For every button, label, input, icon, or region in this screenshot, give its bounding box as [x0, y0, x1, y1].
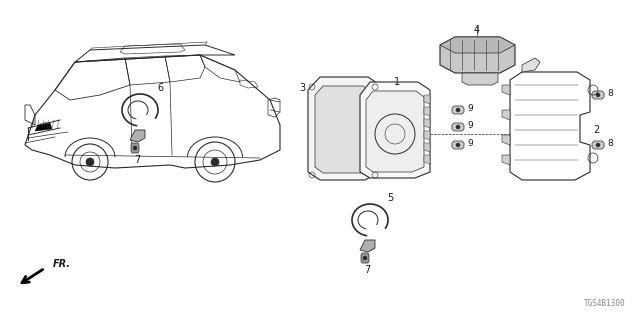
- Polygon shape: [380, 127, 392, 138]
- Text: 6: 6: [157, 83, 163, 93]
- Polygon shape: [380, 107, 392, 118]
- Polygon shape: [366, 91, 424, 172]
- Polygon shape: [424, 95, 430, 104]
- Polygon shape: [35, 123, 52, 131]
- Polygon shape: [502, 155, 510, 165]
- Text: 5: 5: [387, 193, 393, 203]
- Circle shape: [211, 158, 219, 166]
- Circle shape: [363, 256, 367, 260]
- Text: 1: 1: [394, 77, 400, 87]
- Polygon shape: [424, 131, 430, 140]
- Text: 9: 9: [467, 139, 473, 148]
- Text: FR.: FR.: [53, 259, 71, 269]
- Text: 2: 2: [593, 125, 599, 135]
- Polygon shape: [592, 141, 604, 149]
- Polygon shape: [131, 143, 139, 153]
- Polygon shape: [452, 106, 464, 114]
- Polygon shape: [360, 82, 430, 178]
- Polygon shape: [440, 37, 515, 73]
- Text: 8: 8: [607, 89, 613, 98]
- Polygon shape: [361, 253, 369, 263]
- Circle shape: [456, 108, 460, 112]
- Polygon shape: [424, 143, 430, 152]
- Circle shape: [456, 143, 460, 147]
- Circle shape: [596, 143, 600, 147]
- Text: 7: 7: [134, 155, 140, 165]
- Polygon shape: [308, 77, 380, 180]
- Polygon shape: [380, 147, 392, 158]
- Polygon shape: [502, 85, 510, 95]
- Polygon shape: [360, 240, 375, 252]
- Polygon shape: [424, 107, 430, 116]
- Polygon shape: [452, 141, 464, 149]
- Polygon shape: [462, 73, 498, 85]
- Polygon shape: [502, 110, 510, 120]
- Text: 9: 9: [467, 103, 473, 113]
- Polygon shape: [502, 135, 510, 145]
- Polygon shape: [130, 130, 145, 142]
- Polygon shape: [424, 155, 430, 164]
- Text: 3: 3: [299, 83, 305, 93]
- Polygon shape: [424, 119, 430, 128]
- Circle shape: [596, 93, 600, 97]
- Text: 9: 9: [467, 121, 473, 130]
- Circle shape: [456, 125, 460, 129]
- Text: 7: 7: [364, 265, 370, 275]
- Circle shape: [133, 146, 137, 150]
- Circle shape: [86, 158, 94, 166]
- Polygon shape: [522, 58, 540, 72]
- Text: TGS4B1300: TGS4B1300: [584, 299, 625, 308]
- Polygon shape: [380, 87, 392, 98]
- Polygon shape: [452, 123, 464, 131]
- Text: 4: 4: [474, 25, 480, 35]
- Text: 8: 8: [607, 139, 613, 148]
- Polygon shape: [592, 91, 604, 99]
- Polygon shape: [315, 86, 372, 173]
- Polygon shape: [440, 37, 515, 53]
